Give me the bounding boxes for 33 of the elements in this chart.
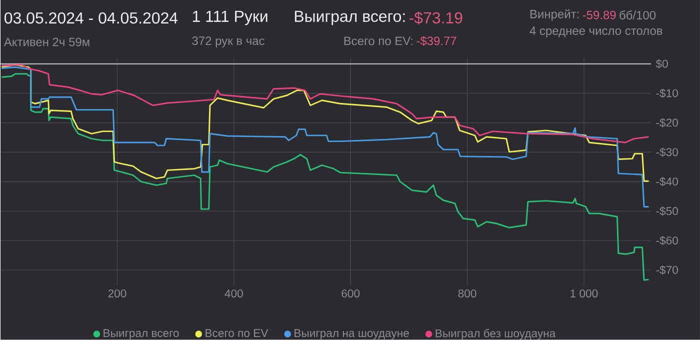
- line-series: [0, 64, 650, 144]
- y-tick-label: -$70: [656, 266, 678, 275]
- text: -$73.19: [410, 12, 462, 25]
- x-tick-label: 200: [108, 290, 126, 298]
- y-tick-label: -$50: [656, 206, 678, 216]
- y-tick-label: $0: [656, 59, 668, 69]
- text: 03.05.2024 - 04.05.2024: [4, 12, 178, 24]
- x-tick-label: 600: [342, 290, 360, 298]
- line-series: [0, 66, 650, 208]
- text: бб/100: [620, 10, 656, 20]
- legend-label: Всего по EV: [206, 329, 268, 338]
- x-tick-label: 400: [224, 290, 243, 298]
- text: 372 рук в час: [192, 36, 264, 48]
- text: 1 111 Руки: [192, 11, 268, 26]
- y-tick-label: -$40: [656, 177, 678, 186]
- legend-label: Выиграл на шоудауне: [294, 329, 409, 340]
- legend-label: Выиграл без шоудауна: [436, 329, 556, 340]
- line-series: [0, 64, 650, 182]
- y-tick-label: -$30: [656, 148, 678, 158]
- text: 4 среднее число столов: [530, 26, 662, 38]
- text: Всего по EV:: [344, 36, 412, 46]
- text: -$39.77: [416, 36, 456, 46]
- y-tick-label: -$60: [656, 236, 678, 246]
- text: Активен 2ч 59м: [4, 38, 90, 46]
- text: -59.89: [582, 10, 616, 20]
- legend-label: Выиграл всего: [104, 329, 179, 340]
- x-tick-label: 800: [458, 290, 476, 298]
- y-tick-label: -$20: [656, 118, 678, 128]
- text: Винрейт:: [530, 10, 579, 21]
- line-series: [0, 73, 650, 282]
- text: Выиграл всего:: [294, 11, 405, 26]
- y-tick-label: -$10: [656, 88, 678, 98]
- x-tick-label: 1 000: [570, 290, 598, 298]
